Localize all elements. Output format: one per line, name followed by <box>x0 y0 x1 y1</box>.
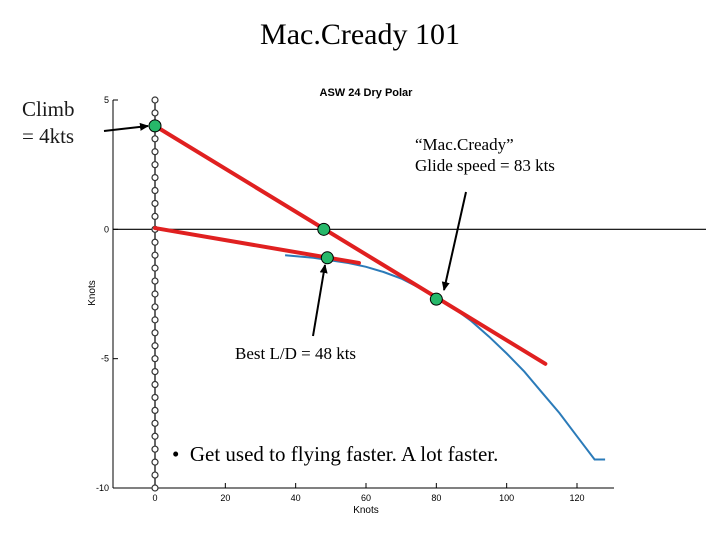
climb-axis-marker <box>151 393 159 402</box>
x-tick-label: 40 <box>291 493 301 503</box>
key-point <box>429 292 443 306</box>
climb-label-line1: Climb <box>22 97 75 121</box>
bullet-point: • Get used to flying faster. A lot faste… <box>172 444 498 465</box>
x-tick-label: 120 <box>569 493 584 503</box>
slide-title: Mac.Cready 101 <box>260 18 460 51</box>
climb-axis-marker <box>151 238 159 246</box>
climb-axis-marker <box>151 277 159 285</box>
maccready-tangent-line <box>153 123 548 366</box>
climb-axis-marker <box>151 96 159 104</box>
y-tick-label: -5 <box>101 354 109 364</box>
key-point <box>317 222 331 236</box>
y-tick-label: 5 <box>104 95 109 105</box>
best-ld-arrow <box>312 264 328 337</box>
best-ld-label: Best L/D = 48 kts <box>235 344 357 363</box>
climb-axis-marker <box>151 419 159 427</box>
y-tick-label: 0 <box>104 224 109 234</box>
climb-axis-marker <box>151 303 159 311</box>
climb-axis-marker <box>151 458 159 466</box>
key-point <box>148 119 162 133</box>
climb-axis-marker <box>151 186 159 195</box>
climb-axis-marker <box>151 445 159 453</box>
climb-axis-marker <box>151 161 159 169</box>
climb-axis-marker <box>151 406 159 414</box>
climb-axis-marker <box>151 316 159 324</box>
climb-axis-marker <box>151 251 159 259</box>
climb-arrow <box>103 122 149 132</box>
x-tick-label: 80 <box>431 493 441 503</box>
climb-axis-marker <box>151 368 159 376</box>
climb-label-line2: = 4kts <box>22 124 75 148</box>
chart-title: ASW 24 Dry Polar <box>320 87 414 99</box>
x-tick-label: 60 <box>361 493 371 503</box>
climb-axis-marker <box>151 342 159 350</box>
y-tick-label: -10 <box>96 483 109 493</box>
x-axis-label: Knots <box>353 505 379 516</box>
climb-axis-marker <box>151 199 159 208</box>
key-point <box>320 251 334 265</box>
climb-rate-label: Climb = 4kts <box>22 96 75 150</box>
climb-axis-marker <box>151 355 159 363</box>
climb-axis-marker <box>151 471 159 479</box>
climb-axis-marker <box>151 135 159 143</box>
climb-axis-marker <box>151 290 159 298</box>
x-tick-label: 100 <box>499 493 514 503</box>
x-tick-label: 20 <box>220 493 230 503</box>
mc-label-line1: “Mac.Cready” <box>415 135 514 154</box>
bullet-text: Get used to flying faster. A lot faster. <box>189 442 499 466</box>
climb-axis-marker <box>151 109 159 117</box>
maccready-speed-label: “Mac.Cready” Glide speed = 83 kts <box>415 134 555 176</box>
climb-axis-marker <box>151 174 159 182</box>
mc-label-line2: Glide speed = 83 kts <box>415 156 555 175</box>
climb-axis-marker <box>151 148 159 156</box>
climb-axis-marker <box>151 484 159 492</box>
climb-axis-marker <box>151 329 159 337</box>
climb-axis-marker <box>151 380 159 389</box>
x-tick-label: 0 <box>152 493 157 503</box>
bullet-symbol: • <box>172 442 180 466</box>
climb-axis-marker <box>151 212 159 220</box>
climb-axis-marker <box>151 432 159 440</box>
maccready-arrow <box>441 191 467 291</box>
climb-axis-marker <box>151 264 159 272</box>
y-axis-label: Knots <box>87 280 98 306</box>
